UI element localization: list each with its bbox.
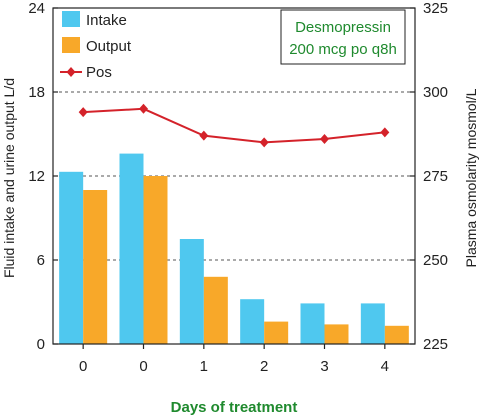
annotation-box: Desmopressin 200 mcg po q8h <box>280 9 406 65</box>
point-pos <box>259 137 269 148</box>
legend-label-intake: Intake <box>86 12 127 29</box>
legend-swatch-intake <box>62 11 80 27</box>
point-pos <box>78 107 88 118</box>
pos-line-series <box>78 103 390 148</box>
x-tick-label: 0 <box>79 358 87 375</box>
y2-tick-label: 300 <box>423 84 448 101</box>
annotation-frame <box>280 9 406 65</box>
y-tick-label: 24 <box>28 0 45 17</box>
bar-output <box>384 325 409 344</box>
legend-marker-pos <box>66 67 76 77</box>
y-tick-label: 12 <box>28 168 45 185</box>
y-tick-label: 6 <box>37 252 45 269</box>
y2-tick-label: 225 <box>423 336 448 353</box>
bar-output <box>324 324 349 344</box>
y-tick-label: 18 <box>28 84 45 101</box>
y-tick-label: 0 <box>37 336 45 353</box>
bar-output <box>203 276 228 344</box>
bar-intake <box>240 299 265 344</box>
legend-label-pos: Pos <box>86 64 112 81</box>
point-pos <box>380 127 390 138</box>
x-tick-label: 1 <box>200 358 208 375</box>
bar-intake <box>300 303 325 344</box>
gridlines <box>53 91 415 261</box>
y-axis-title: Fluid intake and urine output L/d <box>1 78 17 278</box>
x-axis-title: Days of treatment <box>171 399 298 416</box>
bars <box>59 153 409 344</box>
point-pos <box>199 130 209 141</box>
bar-intake <box>360 303 385 344</box>
bar-intake <box>119 153 144 344</box>
y2-tick-label: 325 <box>423 0 448 17</box>
bar-output <box>83 190 108 344</box>
bar-output <box>264 321 289 344</box>
x-tick-label: 4 <box>381 358 389 375</box>
legend: Intake Output Pos <box>60 11 132 81</box>
line-pos <box>83 107 385 144</box>
y2-tick-label: 250 <box>423 252 448 269</box>
point-pos <box>320 134 329 145</box>
annotation-line-1: Desmopressin <box>295 19 391 36</box>
point-pos <box>139 103 148 114</box>
x-tick-label: 3 <box>320 358 328 375</box>
x-tick-label: 2 <box>260 358 268 375</box>
legend-label-output: Output <box>86 38 132 55</box>
annotation-line-2: 200 mcg po q8h <box>289 41 397 58</box>
x-tick-label: 0 <box>139 358 147 375</box>
bar-output <box>143 176 168 344</box>
legend-swatch-output <box>62 37 80 53</box>
y2-axis-title: Plasma osmolarity mosmol/L <box>463 88 479 267</box>
x-axis-ticks: 0 0 1 2 3 4 <box>79 344 389 375</box>
y2-tick-label: 275 <box>423 168 448 185</box>
bar-intake <box>59 171 84 344</box>
right-axis-ticks: 225 250 275 300 325 <box>410 0 448 353</box>
bar-intake <box>179 239 204 344</box>
left-axis-ticks: 0 6 12 18 24 <box>28 0 58 353</box>
